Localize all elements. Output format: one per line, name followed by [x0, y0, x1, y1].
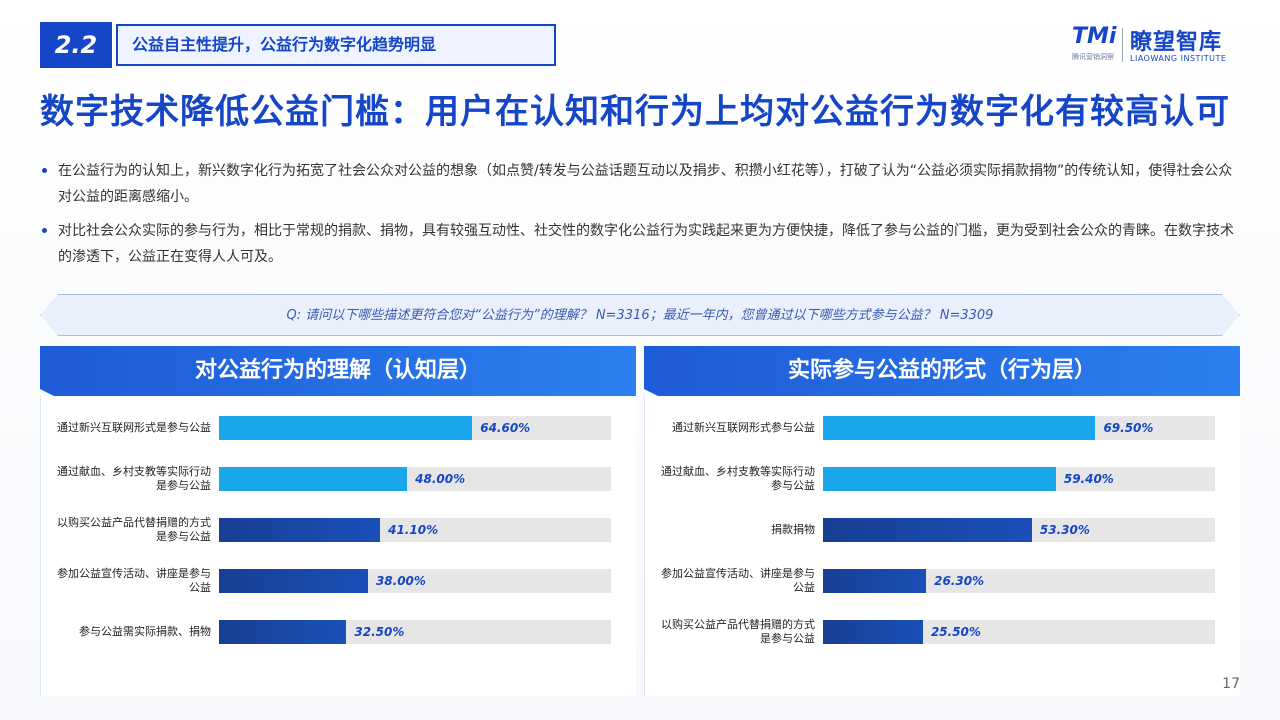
- bar-value-label: 41.10%: [388, 523, 439, 537]
- bar-row: 通过献血、乡村支教等实际行动是参与公益 48.00%: [41, 465, 637, 492]
- chart-panel-behavior: 实际参与公益的形式（行为层） 通过新兴互联网形式参与公益 69.50% 通过献血、乡…: [644, 346, 1240, 696]
- bullet-list: 在公益行为的认知上，新兴数字化行为拓宽了社会公众对公益的想象（如点赞/转发与公益…: [40, 158, 1240, 278]
- bar-category-label: 参加公益宣传活动、讲座是参与公益: [57, 567, 211, 594]
- bar-track: 38.00%: [219, 569, 611, 593]
- bar: [219, 518, 381, 542]
- bar-row: 参加公益宣传活动、讲座是参与公益 38.00%: [41, 567, 637, 594]
- bar-row: 通过献血、乡村支教等实际行动参与公益 59.40%: [645, 465, 1241, 492]
- bar-category-label: 参与公益需实际捐款、捐物: [79, 625, 211, 638]
- bar-row: 通过新兴互联网形式参与公益 69.50%: [645, 416, 1241, 440]
- chart-title: 对公益行为的理解（认知层）: [40, 346, 636, 396]
- bar-row: 以购买公益产品代替捐赠的方式是参与公益 41.10%: [41, 516, 637, 543]
- bar-value-label: 69.50%: [1103, 421, 1154, 435]
- bar-category-label: 以购买公益产品代替捐赠的方式是参与公益: [57, 516, 211, 543]
- institute-english-name: LIAOWANG INSTITUTE: [1130, 54, 1227, 63]
- page-number: 17: [1222, 676, 1240, 692]
- bar-category-label: 参加公益宣传活动、讲座是参与公益: [661, 567, 815, 594]
- bar: [219, 569, 368, 593]
- section-number: 2.2: [40, 22, 112, 68]
- bar-track: 69.50%: [823, 416, 1215, 440]
- tmi-logo-sub: 腾讯营销洞察: [1072, 53, 1114, 61]
- chart-title: 实际参与公益的形式（行为层）: [644, 346, 1240, 396]
- bar: [823, 416, 1096, 440]
- section-tag: 2.2 公益自主性提升，公益行为数字化趋势明显: [40, 22, 556, 68]
- bar-category-label: 通过献血、乡村支教等实际行动参与公益: [661, 465, 815, 492]
- bullet-item: 对比社会公众实际的参与行为，相比于常规的捐款、捐物，具有较强互动性、社交性的数字…: [40, 218, 1240, 270]
- bar-chart-cognition: 通过新兴互联网形式是参与公益 64.60% 通过献血、乡村支教等实际行动是参与公益 4…: [40, 396, 636, 696]
- bar-row: 以购买公益产品代替捐赠的方式是参与公益 25.50%: [645, 618, 1241, 645]
- bar-value-label: 64.60%: [480, 421, 531, 435]
- bar-value-label: 48.00%: [415, 472, 466, 486]
- bar: [219, 416, 473, 440]
- bar-track: 64.60%: [219, 416, 611, 440]
- bar-row: 参加公益宣传活动、讲座是参与公益 26.30%: [645, 567, 1241, 594]
- bar-value-label: 59.40%: [1063, 472, 1114, 486]
- bar-category-label: 通过新兴互联网形式是参与公益: [57, 421, 211, 434]
- bar: [823, 467, 1056, 491]
- brand-logo: TMi 腾讯营销洞察 瞭望智库 LIAOWANG INSTITUTE: [1072, 22, 1242, 66]
- institute-name: 瞭望智库: [1130, 30, 1223, 55]
- bar-row: 通过新兴互联网形式是参与公益 64.60%: [41, 416, 637, 440]
- bar-value-label: 26.30%: [934, 574, 985, 588]
- section-label: 公益自主性提升，公益行为数字化趋势明显: [116, 24, 556, 66]
- bar-track: 32.50%: [219, 620, 611, 644]
- page-title: 数字技术降低公益门槛：用户在认知和行为上均对公益行为数字化有较高认可: [40, 92, 1230, 132]
- bar-category-label: 捐款捐物: [771, 523, 815, 536]
- chart-panel-cognition: 对公益行为的理解（认知层） 通过新兴互联网形式是参与公益 64.60% 通过献血、乡…: [40, 346, 636, 696]
- bar-row: 捐款捐物 53.30%: [645, 518, 1241, 542]
- bar-track: 41.10%: [219, 518, 611, 542]
- bar: [823, 518, 1032, 542]
- bar: [219, 620, 347, 644]
- bar-track: 26.30%: [823, 569, 1215, 593]
- bar: [219, 467, 408, 491]
- bar-row: 参与公益需实际捐款、捐物 32.50%: [41, 620, 637, 644]
- survey-question: Q: 请问以下哪些描述更符合您对“公益行为”的理解？ N=3316；最近一年内，…: [40, 294, 1240, 336]
- bar-category-label: 以购买公益产品代替捐赠的方式是参与公益: [661, 618, 815, 645]
- bar-value-label: 25.50%: [930, 625, 981, 639]
- bar: [823, 620, 923, 644]
- bar-track: 48.00%: [219, 467, 611, 491]
- bar-category-label: 通过献血、乡村支教等实际行动是参与公益: [57, 465, 211, 492]
- bar-chart-behavior: 通过新兴互联网形式参与公益 69.50% 通过献血、乡村支教等实际行动参与公益 59.…: [644, 396, 1240, 696]
- bar-category-label: 通过新兴互联网形式参与公益: [672, 421, 815, 434]
- bar-value-label: 53.30%: [1039, 523, 1090, 537]
- bar-track: 59.40%: [823, 467, 1215, 491]
- bullet-item: 在公益行为的认知上，新兴数字化行为拓宽了社会公众对公益的想象（如点赞/转发与公益…: [40, 158, 1240, 210]
- bar-track: 53.30%: [823, 518, 1215, 542]
- tmi-logo: TMi: [1072, 24, 1117, 49]
- bar-track: 25.50%: [823, 620, 1215, 644]
- bar-value-label: 32.50%: [354, 625, 405, 639]
- logo-divider: [1122, 28, 1123, 62]
- bar: [823, 569, 927, 593]
- bar-value-label: 38.00%: [375, 574, 426, 588]
